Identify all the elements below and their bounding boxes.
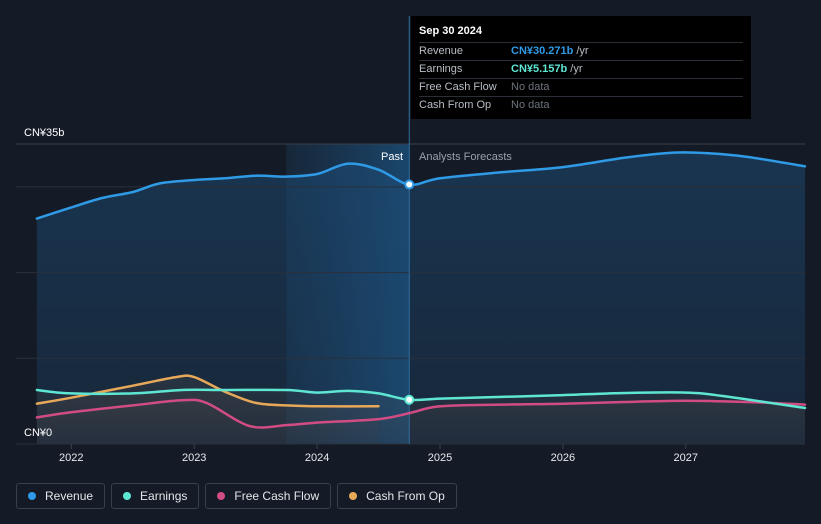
tooltip-row-earnings: Earnings CN¥5.157b /yr	[419, 60, 743, 78]
revenue-point-marker	[404, 179, 415, 190]
series-line-cash-from-op	[35, 374, 380, 408]
earnings-point-marker	[404, 394, 415, 405]
legend-item-free-cash-flow[interactable]: Free Cash Flow	[205, 483, 332, 509]
data-tooltip: Sep 30 2024 Revenue CN¥30.271b /yr Earni…	[411, 16, 751, 119]
tooltip-row-free-cash-flow: Free Cash Flow No data	[419, 78, 743, 96]
tooltip-date: Sep 30 2024	[419, 25, 482, 37]
series-line-revenue	[35, 151, 807, 220]
tooltip-row-name: Free Cash Flow	[419, 81, 497, 93]
tooltip-row-name: Earnings	[419, 63, 463, 75]
legend-item-cash-from-op[interactable]: Cash From Op	[337, 483, 457, 509]
x-tick-label: 2024	[305, 452, 329, 464]
y-axis-top-label: CN¥35b	[24, 127, 64, 139]
series-area-revenue	[36, 152, 805, 444]
tooltip-row-revenue: Revenue CN¥30.271b /yr	[419, 42, 743, 60]
chart-legend: Revenue Earnings Free Cash Flow Cash Fro…	[16, 483, 457, 511]
x-tick-label: 2022	[59, 452, 83, 464]
tooltip-row-name: Cash From Op	[419, 99, 492, 111]
x-tick-label: 2027	[674, 452, 698, 464]
forecast-region-label: Analysts Forecasts	[419, 151, 512, 163]
y-axis-zero-label: CN¥0	[24, 427, 52, 439]
free-cash-flow-dot-icon	[217, 492, 226, 500]
tooltip-row-value: CN¥5.157b	[511, 63, 568, 75]
tooltip-row-unit: /yr	[570, 63, 583, 75]
tooltip-row-value: No data	[511, 81, 550, 93]
tooltip-row-name: Revenue	[419, 45, 464, 57]
earnings-dot-icon	[123, 492, 132, 500]
legend-label: Revenue	[45, 489, 94, 503]
tooltip-row-unit: /yr	[576, 45, 589, 57]
legend-label: Free Cash Flow	[234, 489, 320, 503]
x-tick-label: 2026	[551, 452, 575, 464]
revenue-dot-icon	[28, 492, 36, 500]
series-line-free-cash-flow	[35, 398, 807, 429]
series-line-earnings	[35, 388, 807, 410]
legend-item-earnings[interactable]: Earnings	[111, 483, 200, 509]
cash-from-op-dot-icon	[349, 492, 358, 500]
legend-label: Cash From Op	[366, 489, 445, 503]
x-tick-label: 2023	[182, 452, 206, 464]
legend-item-revenue[interactable]: Revenue	[16, 483, 106, 509]
tooltip-row-cash-from-op: Cash From Op No data	[419, 96, 743, 114]
legend-label: Earnings	[140, 489, 188, 503]
tooltip-row-value: No data	[511, 99, 550, 111]
tooltip-row-value: CN¥30.271b	[511, 45, 574, 57]
past-region-label: Past	[381, 151, 403, 163]
x-tick-label: 2025	[428, 452, 452, 464]
